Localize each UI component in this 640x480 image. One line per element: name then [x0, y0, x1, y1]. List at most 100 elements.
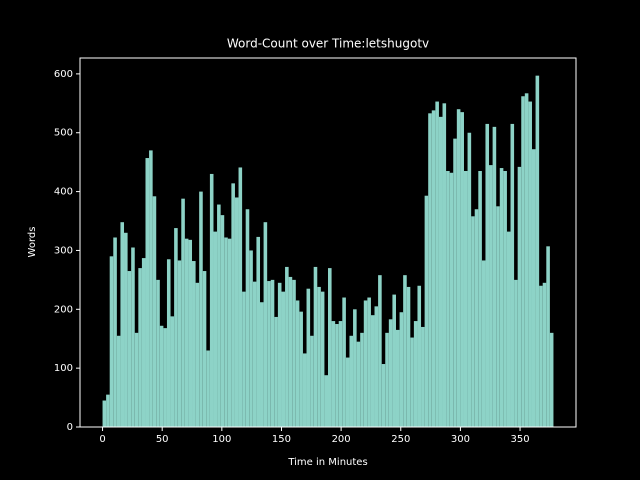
x-tick-label: 250 [391, 434, 410, 445]
bar [163, 328, 167, 427]
bar [388, 319, 393, 427]
x-tick-label: 0 [99, 434, 105, 445]
bar [424, 195, 429, 427]
bar [217, 204, 221, 427]
bar [463, 170, 468, 427]
bar [546, 246, 550, 427]
bar [431, 110, 436, 427]
x-tick-label: 150 [272, 434, 291, 445]
bar [310, 335, 314, 427]
bar [285, 266, 289, 427]
bar [199, 191, 203, 427]
bar [517, 166, 522, 427]
bar [181, 198, 185, 427]
bar [242, 291, 246, 427]
bar [238, 167, 243, 427]
bar [149, 150, 153, 427]
bar [113, 237, 117, 427]
bar [270, 279, 275, 427]
y-tick-label: 200 [54, 304, 73, 315]
bar [385, 332, 389, 427]
bar [192, 261, 196, 427]
bar [413, 321, 418, 427]
bar [299, 311, 303, 427]
y-tick-label: 0 [67, 422, 73, 433]
bar [460, 112, 464, 427]
bar [302, 353, 307, 427]
x-tick-label: 300 [451, 434, 470, 445]
bar [120, 222, 125, 427]
bar [138, 268, 142, 427]
bar [324, 375, 328, 427]
bar [531, 149, 536, 427]
bar [156, 279, 160, 427]
bar [410, 337, 414, 427]
bar [496, 206, 500, 427]
bar [292, 279, 296, 427]
bar [453, 138, 457, 427]
bar [374, 306, 379, 427]
bar [166, 259, 171, 427]
bar [353, 309, 357, 427]
x-tick-label: 350 [511, 434, 530, 445]
bar [134, 332, 139, 427]
bar [356, 341, 361, 427]
bar [159, 325, 164, 427]
bar [202, 271, 207, 427]
bar [345, 357, 350, 427]
bar [206, 350, 210, 427]
bar [145, 158, 150, 427]
bar [252, 281, 257, 427]
bar [234, 197, 239, 427]
bar [331, 321, 336, 427]
bar [392, 294, 396, 427]
bar [435, 101, 439, 428]
bar [249, 250, 253, 427]
bar [349, 335, 354, 427]
bar [403, 275, 407, 427]
bar [367, 297, 371, 427]
bar [313, 266, 318, 427]
bar [539, 285, 543, 427]
bar [109, 256, 114, 427]
bar [227, 238, 232, 427]
bar [338, 321, 343, 427]
x-tick-label: 50 [156, 434, 169, 445]
bar [474, 209, 479, 427]
bar [399, 312, 404, 427]
bar [535, 75, 540, 427]
bar [456, 109, 461, 427]
bar [471, 216, 475, 427]
chart-title: Word-Count over Time:letshugotv [227, 37, 429, 51]
bar [170, 316, 175, 427]
bar [489, 165, 493, 427]
bar [363, 300, 368, 427]
bar [245, 209, 250, 427]
bar [317, 286, 321, 427]
bar [177, 260, 182, 427]
x-tick-label: 100 [212, 434, 231, 445]
bar [360, 332, 364, 427]
bar [141, 258, 146, 427]
y-tick-label: 600 [54, 69, 73, 80]
axes-frame [79, 57, 577, 428]
bar [478, 170, 482, 427]
bar [528, 101, 532, 428]
bar [195, 282, 200, 427]
bar [220, 215, 225, 427]
bar [395, 329, 400, 427]
bar [485, 123, 490, 427]
bar [492, 126, 497, 428]
bar [224, 237, 228, 427]
bar [274, 316, 278, 427]
bar [467, 132, 472, 427]
y-tick-label: 500 [54, 128, 73, 139]
bar [231, 183, 235, 427]
bar [295, 300, 300, 427]
bar [417, 285, 422, 427]
bar [106, 394, 110, 427]
bar [342, 297, 346, 427]
bar [267, 281, 271, 427]
bar [499, 168, 504, 428]
